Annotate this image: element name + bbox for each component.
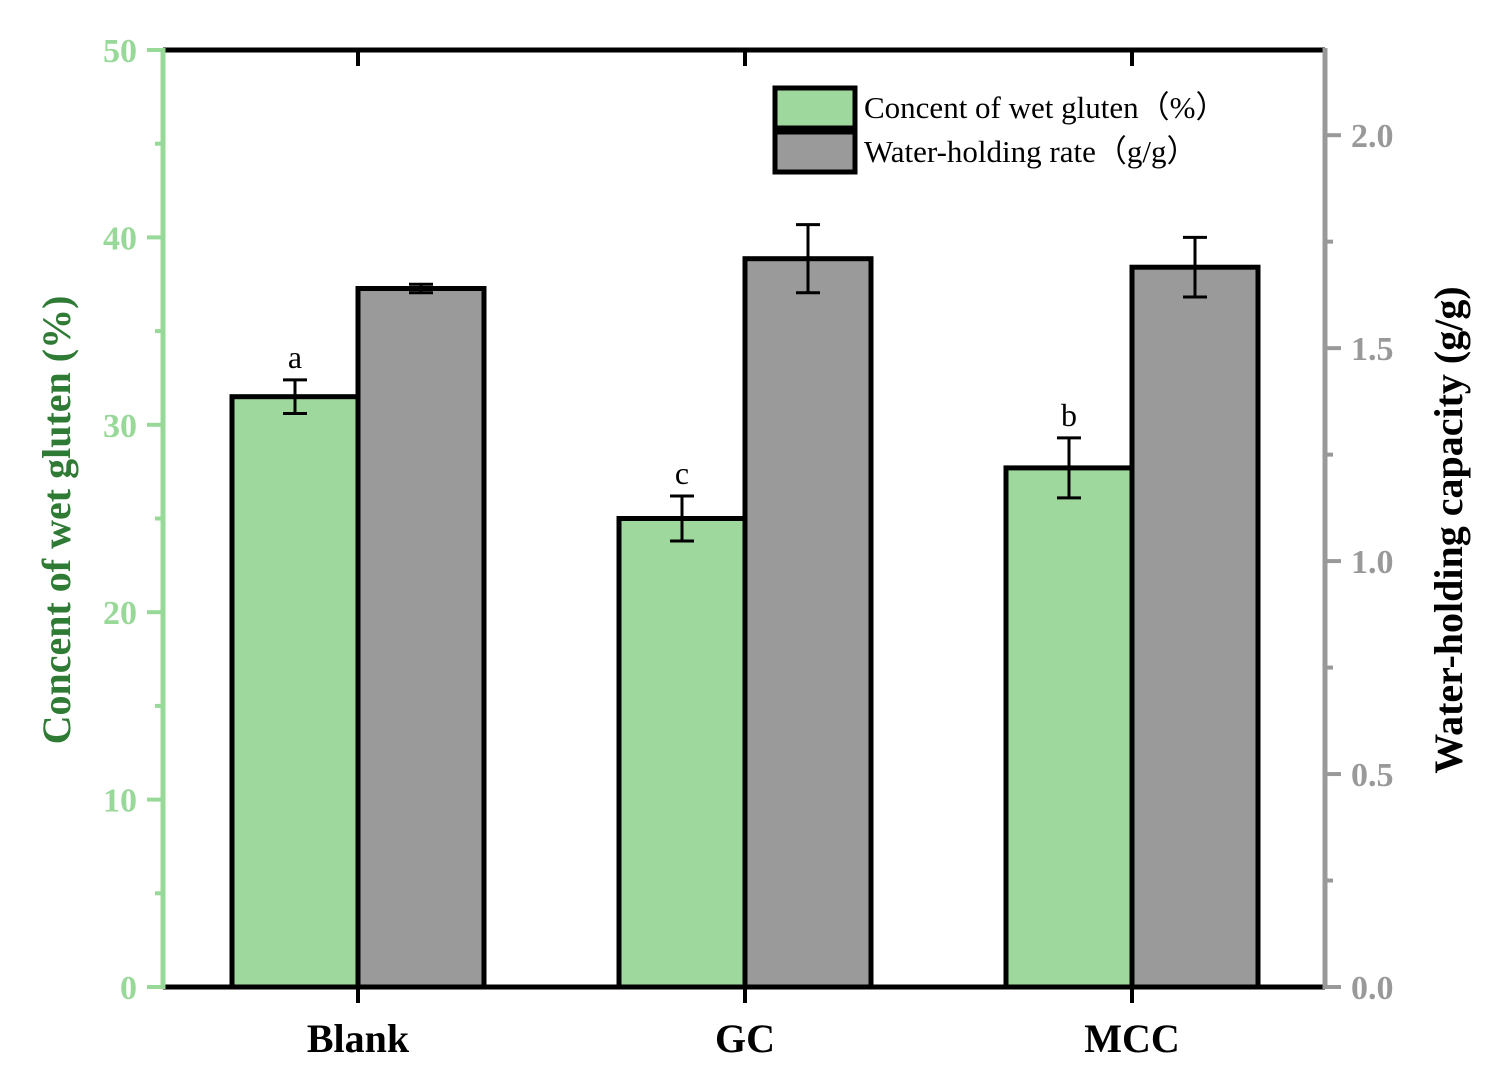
category-label-gc: GC xyxy=(715,1016,775,1061)
legend-swatch-water-holding xyxy=(772,129,858,175)
significance-label-gc: c xyxy=(675,455,689,491)
legend-label-water-holding: Water-holding rate（g/g） xyxy=(864,134,1197,169)
right-tick-label: 2.0 xyxy=(1351,118,1394,155)
left-tick-label: 10 xyxy=(103,783,137,820)
legend-label-wet-gluten: Concent of wet gluten（%） xyxy=(864,90,1226,125)
bar-wet-gluten-mcc xyxy=(1003,465,1135,990)
left-tick-label: 30 xyxy=(103,408,137,445)
y-axis-right-label: Water-holding capacity (g/g) xyxy=(1426,286,1471,773)
left-tick-label: 40 xyxy=(103,220,137,257)
legend-swatch-wet-gluten xyxy=(772,85,858,131)
significance-label-blank: a xyxy=(288,339,302,375)
right-tick-label: 1.0 xyxy=(1351,544,1394,581)
significance-label-mcc: b xyxy=(1061,397,1077,433)
right-tick-label: 0.5 xyxy=(1351,757,1394,794)
bar-wet-gluten-gc xyxy=(616,516,748,990)
category-label-mcc: MCC xyxy=(1084,1016,1180,1061)
category-label-blank: Blank xyxy=(307,1016,410,1061)
labels-group: 0 10 20 30 40 50 0.0 0.5 1.0 1.5 2.0 Blank GC MCC a c b xyxy=(103,33,1394,1061)
bar-wet-gluten-blank xyxy=(229,394,361,990)
bar-water-holding-mcc xyxy=(1129,264,1261,990)
bars-group xyxy=(229,256,1261,990)
legend: Concent of wet gluten（%） Water-holding r… xyxy=(772,85,1226,175)
error-bars-group xyxy=(283,223,1207,543)
right-tick-label: 0.0 xyxy=(1351,970,1394,1007)
bar-water-holding-blank xyxy=(355,286,487,990)
left-tick-label: 50 xyxy=(103,33,137,70)
bar-water-holding-gc xyxy=(742,256,874,990)
left-tick-label: 0 xyxy=(120,970,137,1007)
right-tick-label: 1.5 xyxy=(1351,331,1394,368)
y-axis-left-label: Concent of wet gluten (%) xyxy=(34,296,79,745)
left-tick-label: 20 xyxy=(103,595,137,632)
